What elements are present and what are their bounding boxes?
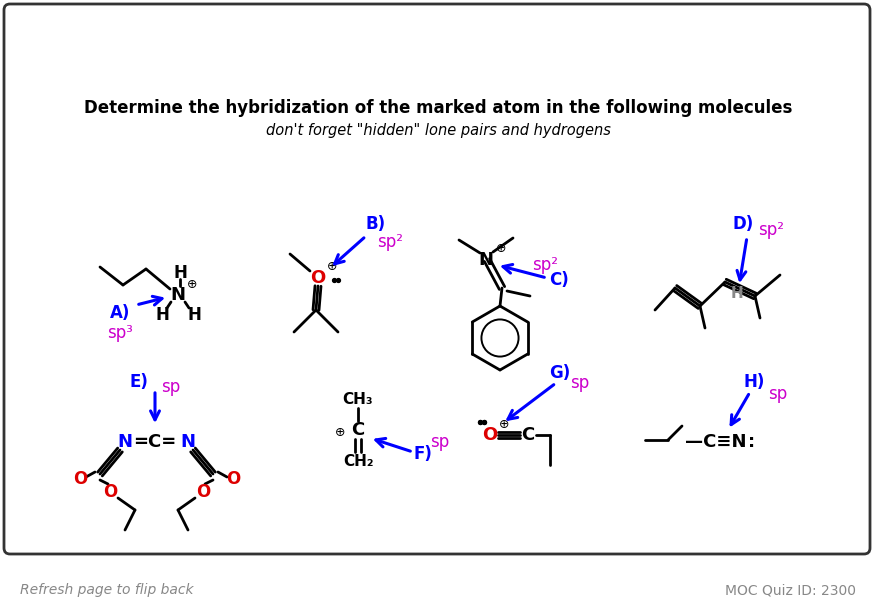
Text: ⊕: ⊕ bbox=[498, 418, 509, 430]
Text: MOC Quiz ID: 2300: MOC Quiz ID: 2300 bbox=[725, 583, 856, 597]
Text: O: O bbox=[483, 426, 498, 444]
Text: O: O bbox=[310, 269, 326, 287]
Text: D): D) bbox=[732, 215, 753, 233]
Text: sp: sp bbox=[430, 433, 449, 451]
Text: —C≡N: —C≡N bbox=[685, 433, 746, 451]
Text: sp: sp bbox=[570, 374, 590, 392]
Text: O: O bbox=[196, 483, 210, 501]
Text: :: : bbox=[748, 433, 756, 451]
Text: H: H bbox=[173, 264, 187, 282]
Text: ⊕: ⊕ bbox=[187, 277, 197, 291]
Text: Refresh page to flip back: Refresh page to flip back bbox=[20, 583, 194, 597]
Text: ⊕: ⊕ bbox=[335, 426, 345, 438]
FancyBboxPatch shape bbox=[4, 4, 870, 554]
Text: N: N bbox=[180, 433, 195, 451]
Text: H: H bbox=[731, 286, 744, 302]
Text: sp²: sp² bbox=[532, 256, 558, 274]
Text: F): F) bbox=[413, 445, 433, 463]
Text: A): A) bbox=[110, 304, 131, 322]
Text: CH₂: CH₂ bbox=[343, 455, 373, 469]
Text: C: C bbox=[521, 426, 534, 444]
Text: H: H bbox=[155, 306, 169, 324]
Text: don't forget "hidden" lone pairs and hydrogens: don't forget "hidden" lone pairs and hyd… bbox=[265, 122, 611, 137]
Text: sp: sp bbox=[768, 385, 788, 403]
Text: C): C) bbox=[549, 271, 569, 289]
Text: H): H) bbox=[744, 373, 765, 391]
Text: sp: sp bbox=[161, 378, 180, 396]
Text: H: H bbox=[187, 306, 201, 324]
Text: sp²: sp² bbox=[377, 233, 403, 251]
Text: O: O bbox=[73, 470, 87, 488]
Text: C: C bbox=[351, 421, 364, 439]
Text: B): B) bbox=[366, 215, 386, 233]
Text: CH₃: CH₃ bbox=[343, 393, 373, 407]
Text: ⊕: ⊕ bbox=[496, 241, 506, 255]
Text: sp³: sp³ bbox=[107, 324, 133, 342]
Text: O: O bbox=[226, 470, 240, 488]
Text: N: N bbox=[117, 433, 132, 451]
Text: N: N bbox=[171, 286, 186, 304]
Text: sp²: sp² bbox=[758, 221, 784, 239]
Text: =C=: =C= bbox=[133, 433, 177, 451]
Text: N: N bbox=[478, 251, 493, 269]
Text: O: O bbox=[102, 483, 117, 501]
Text: Determine the hybridization of the marked atom in the following molecules: Determine the hybridization of the marke… bbox=[84, 99, 792, 117]
Text: ⊕: ⊕ bbox=[327, 260, 337, 274]
Text: G): G) bbox=[549, 364, 570, 382]
Text: E): E) bbox=[130, 373, 148, 391]
